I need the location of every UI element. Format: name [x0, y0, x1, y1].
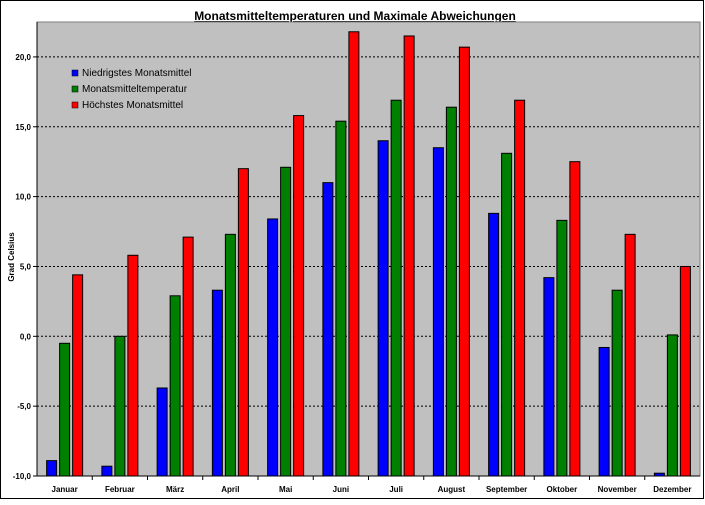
bar-august-series-1	[445, 106, 457, 477]
legend-swatch	[71, 85, 79, 93]
bar-august-series-0	[432, 147, 444, 477]
bar-februar-series-0	[101, 465, 113, 477]
bar-mai-series-1	[280, 166, 292, 477]
chart-title: Monatsmitteltemperaturen und Maximale Ab…	[194, 9, 516, 23]
bar-september-series-1	[501, 152, 513, 477]
bar-juni-series-0	[322, 182, 334, 477]
y-tick-label: 10,0	[15, 193, 31, 202]
x-tick-label: Juni	[333, 485, 349, 494]
legend: Niedrigstes Monatsmittel Monatsmitteltemp…	[71, 68, 191, 111]
x-tick-label: Januar	[52, 485, 78, 494]
bar-august-series-2	[458, 46, 470, 477]
bar-juli-series-0	[377, 140, 389, 477]
x-tick-label: Mai	[279, 485, 292, 494]
y-tick-label: -5,0	[17, 402, 31, 411]
bar-dezember-series-2	[679, 265, 691, 477]
legend-swatch	[71, 101, 79, 109]
x-tick-label: September	[486, 485, 527, 494]
bar-april-series-1	[224, 233, 236, 477]
legend-label: Niedrigstes Monatsmittel	[82, 68, 191, 79]
plot-area	[36, 21, 701, 477]
x-tick-label: August	[438, 485, 466, 494]
gridlines	[37, 56, 700, 407]
bar-oktober-series-1	[556, 219, 568, 477]
bars	[46, 31, 691, 477]
bar-mai-series-2	[293, 115, 305, 477]
bar-märz-series-1	[169, 295, 181, 477]
legend-swatch	[71, 69, 79, 77]
bar-januar-series-1	[59, 342, 71, 477]
bar-november-series-1	[611, 289, 623, 477]
legend-label: Höchstes Monatsmittel	[82, 100, 183, 111]
y-tick-label: 20,0	[15, 53, 31, 62]
bar-juli-series-1	[390, 99, 402, 477]
bar-november-series-0	[598, 346, 610, 477]
y-axis-label: Grad Celsius	[7, 232, 16, 282]
bar-oktober-series-0	[543, 277, 555, 477]
y-tick-label: 15,0	[15, 123, 31, 132]
bar-oktober-series-2	[569, 161, 581, 477]
bar-juni-series-2	[348, 31, 360, 477]
x-tick-label: März	[166, 485, 184, 494]
x-tick-label: Oktober	[547, 485, 578, 494]
legend-label: Monatsmitteltemperatur	[82, 84, 188, 95]
y-tick-label: 0,0	[20, 332, 32, 341]
axes: -10,0 -5,0 0,0 5,0 10,0 15,0 20,0 Januar Februar…	[13, 22, 700, 494]
x-tick-label: November	[598, 485, 637, 494]
bar-april-series-0	[211, 289, 223, 477]
bar-september-series-2	[514, 99, 526, 477]
x-tick-label: Dezember	[653, 485, 691, 494]
y-tick-label: 5,0	[20, 262, 32, 271]
bar-september-series-0	[488, 212, 500, 477]
bar-november-series-2	[624, 233, 636, 477]
bar-januar-series-0	[46, 460, 58, 477]
x-tick-label: Februar	[105, 485, 135, 494]
bar-dezember-series-1	[666, 334, 678, 477]
bar-januar-series-2	[72, 274, 84, 477]
x-tick-label: Juli	[389, 485, 403, 494]
bar-februar-series-1	[114, 335, 126, 477]
bar-mai-series-0	[267, 218, 279, 477]
bar-märz-series-2	[182, 236, 194, 477]
bar-märz-series-0	[156, 387, 168, 477]
bar-februar-series-2	[127, 254, 139, 477]
bar-april-series-2	[237, 168, 249, 477]
y-tick-label: -10,0	[13, 472, 32, 481]
bar-juli-series-2	[403, 35, 415, 477]
x-tick-label: April	[221, 485, 239, 494]
bar-juni-series-1	[335, 120, 347, 477]
